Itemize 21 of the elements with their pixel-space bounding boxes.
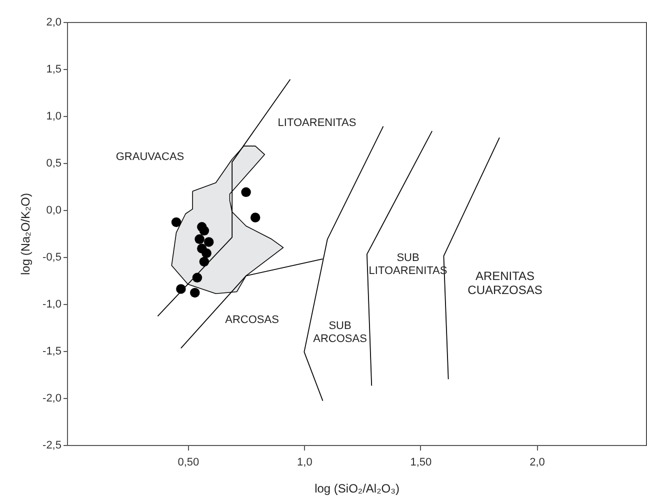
x-tick-label: 0,50	[178, 456, 200, 468]
y-tick-label: 2,0	[46, 16, 62, 28]
annotation: ARCOSAS	[225, 314, 279, 326]
x-tick-label: 2,0	[530, 456, 545, 468]
y-tick-label: 1,0	[46, 110, 62, 122]
y-tick-label: -2,5	[42, 440, 62, 452]
y-tick-label: -0,5	[42, 252, 62, 264]
y-tick-label: 0,5	[46, 158, 62, 170]
x-tick-label: 1,50	[410, 456, 432, 468]
x-axis-title: log (SiO₂/Al₂O₃)	[314, 482, 400, 496]
y-tick-label: -1,0	[42, 298, 62, 310]
y-tick-label: 1,5	[46, 64, 62, 76]
y-tick-label: 0,0	[46, 204, 62, 216]
y-tick-label: -2,0	[42, 392, 62, 404]
annotation: ARENITAS CUARZOSAS	[468, 269, 542, 297]
y-tick-label: -1,5	[42, 346, 62, 358]
annotation: GRAUVACAS	[116, 151, 184, 163]
annotation: SUB ARCOSAS	[313, 320, 367, 345]
x-tick-label: 1,0	[297, 456, 312, 468]
annotation: LITOARENITAS	[278, 117, 356, 129]
y-axis-title: log (Na₂O/K₂O)	[18, 192, 33, 276]
